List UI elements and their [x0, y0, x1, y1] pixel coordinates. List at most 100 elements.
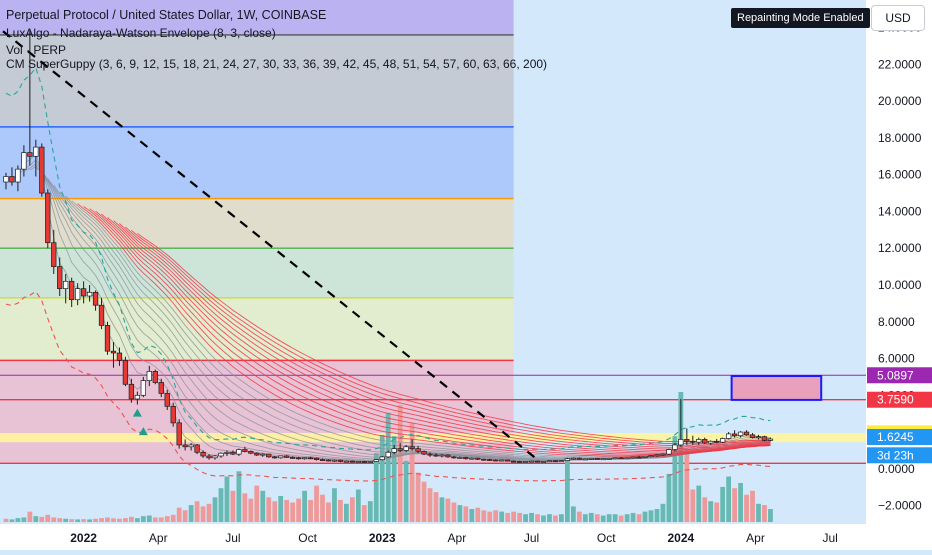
candle-body — [606, 458, 612, 460]
volume-bar — [421, 481, 427, 522]
volume-bar — [487, 511, 493, 522]
volume-bar — [278, 496, 284, 522]
candle-body — [528, 460, 535, 463]
candle-body — [80, 288, 87, 297]
candle-body — [463, 457, 469, 460]
candle-body — [487, 459, 493, 461]
volume-bar — [182, 510, 188, 522]
volume-bar — [654, 509, 660, 522]
volume-bar — [457, 505, 463, 522]
candle-body — [415, 448, 421, 452]
volume-bar — [660, 503, 666, 522]
candle-body — [510, 460, 517, 463]
volume-bar — [403, 460, 409, 522]
volume-bar — [600, 515, 606, 522]
volume-bar — [547, 514, 552, 522]
candle-body — [391, 448, 397, 453]
candle-body — [475, 457, 481, 460]
candle-body — [122, 360, 129, 385]
volume-bar — [272, 501, 278, 522]
volume-bar — [684, 449, 690, 522]
candle-body — [469, 457, 475, 460]
candle-body — [349, 460, 356, 463]
repainting-mode-badge: Repainting Mode Enabled — [731, 8, 870, 28]
candle-body — [284, 455, 290, 458]
candle-body — [236, 449, 242, 455]
candle-body — [564, 458, 571, 461]
candle-body — [188, 444, 194, 448]
candle-body — [152, 371, 158, 383]
volume-bar — [606, 514, 612, 522]
volume-bar — [105, 517, 110, 522]
candle-body — [630, 456, 636, 459]
guppy-ema-line — [131, 229, 771, 445]
candle-body — [194, 444, 200, 453]
candle-body — [98, 304, 105, 326]
volume-bar — [75, 519, 81, 522]
candle-body — [331, 459, 338, 462]
volume-bar — [439, 497, 445, 522]
guppy-ema-line — [71, 200, 771, 458]
guppy-ema-line — [107, 217, 771, 452]
volume-bar — [212, 497, 218, 522]
price-axis[interactable] — [866, 0, 932, 550]
candle-body — [272, 456, 278, 459]
indicator-envelope-label[interactable]: LuxAlgo - Nadaraya-Watson Envelope (8, 3… — [6, 26, 276, 40]
volume-bar — [57, 518, 63, 522]
indicator-volume-label[interactable]: Vol · PERP — [6, 43, 67, 57]
candle-body — [421, 451, 427, 455]
volume-bar — [45, 514, 51, 522]
volume-bar — [618, 515, 624, 522]
volume-bar — [570, 506, 576, 522]
currency-selector-button[interactable]: USD — [871, 5, 925, 31]
volume-bar — [242, 493, 248, 522]
candle-body — [696, 439, 702, 443]
volume-bar — [559, 514, 564, 522]
indicator-guppy-label[interactable]: CM SuperGuppy (3, 6, 9, 12, 15, 18, 21, … — [6, 57, 548, 71]
volume-bar — [451, 502, 457, 522]
volume-bar — [236, 471, 242, 522]
volume-bar — [475, 507, 481, 522]
candle-body — [367, 461, 373, 463]
volume-bar — [290, 502, 296, 522]
candle-body — [116, 352, 123, 361]
candle-body — [212, 455, 218, 459]
volume-bar — [726, 476, 732, 522]
volume-bar — [117, 518, 122, 522]
fib-band — [0, 360, 514, 400]
candle-body — [128, 383, 135, 400]
candle-body — [570, 457, 577, 460]
candle-body — [761, 436, 768, 441]
volume-bar — [128, 516, 134, 522]
volume-bar — [553, 515, 558, 522]
volume-bar — [33, 516, 39, 522]
volume-bar — [134, 518, 140, 522]
volume-bar — [385, 412, 391, 522]
candle-body — [218, 452, 224, 457]
candle-body — [433, 454, 439, 457]
volume-bar — [469, 509, 475, 522]
candle-body — [319, 459, 326, 461]
candle-body — [624, 457, 630, 460]
candle-body — [678, 439, 684, 446]
candle-body — [672, 444, 678, 450]
volume-bar — [630, 512, 636, 522]
volume-bar — [27, 511, 33, 522]
candle-body — [660, 453, 666, 456]
candle-body — [182, 444, 188, 448]
signal-triangle-marker — [138, 427, 148, 436]
candle-body — [307, 457, 314, 460]
volume-bar — [744, 494, 749, 522]
candle-body — [260, 453, 266, 456]
candle-body — [110, 350, 117, 354]
time-axis[interactable] — [0, 524, 932, 550]
fib-band-top — [0, 0, 514, 35]
candle-body — [576, 457, 582, 460]
volume-bar — [254, 485, 260, 522]
volume-bar — [678, 392, 684, 522]
candle-body — [690, 440, 696, 443]
volume-bar — [21, 517, 27, 522]
guppy-ema-line — [137, 232, 771, 443]
